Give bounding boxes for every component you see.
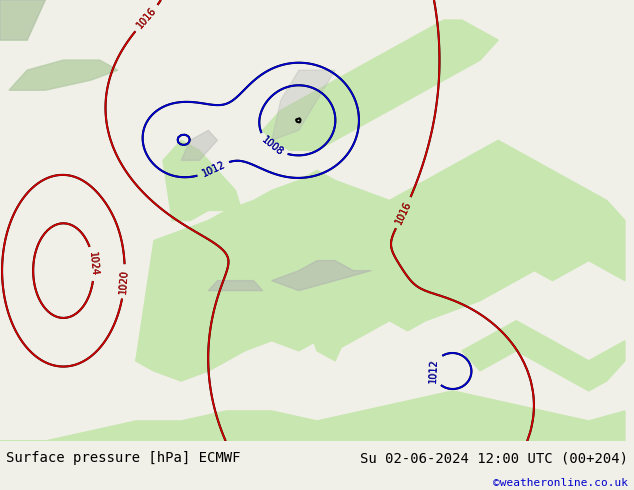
- Polygon shape: [136, 281, 262, 381]
- Polygon shape: [272, 261, 372, 291]
- Text: 1016: 1016: [394, 199, 413, 226]
- Text: 1012: 1012: [200, 160, 227, 179]
- Polygon shape: [262, 20, 498, 150]
- Text: 1020: 1020: [119, 269, 130, 294]
- Polygon shape: [462, 321, 625, 391]
- Polygon shape: [0, 0, 45, 40]
- Polygon shape: [163, 140, 245, 220]
- Text: 1024: 1024: [87, 251, 100, 276]
- Polygon shape: [0, 391, 625, 441]
- Text: 1020: 1020: [119, 269, 130, 294]
- Text: 1016: 1016: [394, 199, 413, 226]
- Polygon shape: [0, 0, 45, 40]
- Text: 1012: 1012: [428, 358, 439, 383]
- Text: Su 02-06-2024 12:00 UTC (00+204): Su 02-06-2024 12:00 UTC (00+204): [359, 451, 628, 465]
- Text: Surface pressure [hPa] ECMWF: Surface pressure [hPa] ECMWF: [6, 451, 241, 465]
- Text: ©weatheronline.co.uk: ©weatheronline.co.uk: [493, 478, 628, 488]
- Polygon shape: [9, 60, 118, 90]
- Polygon shape: [136, 140, 625, 381]
- Text: 1008: 1008: [259, 135, 285, 158]
- Polygon shape: [272, 70, 335, 140]
- Text: 1024: 1024: [87, 251, 100, 276]
- Polygon shape: [181, 130, 217, 160]
- Polygon shape: [9, 60, 118, 90]
- Polygon shape: [209, 281, 262, 291]
- Text: 1012: 1012: [428, 358, 439, 383]
- Text: 1016: 1016: [135, 5, 158, 31]
- Text: 1012: 1012: [200, 160, 227, 179]
- Text: 1016: 1016: [135, 5, 158, 31]
- Polygon shape: [290, 261, 372, 361]
- Text: 1008: 1008: [259, 135, 285, 158]
